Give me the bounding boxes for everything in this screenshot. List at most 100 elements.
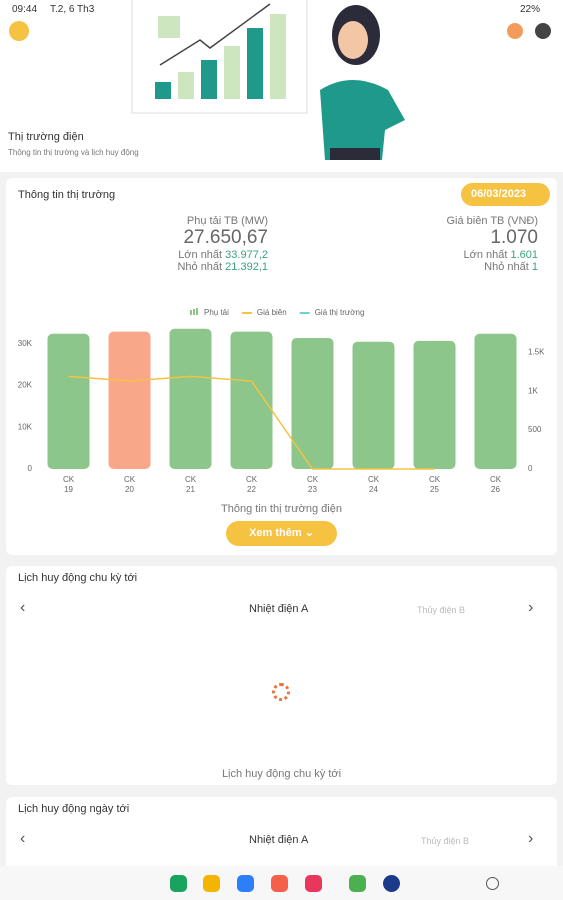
more-button[interactable]: Xem thêm ⌄: [226, 521, 337, 546]
back-button[interactable]: [9, 21, 29, 41]
legend-swatch: [196, 308, 198, 315]
nav-bar: [0, 866, 563, 900]
x-tick-line: 25: [430, 485, 439, 494]
tick-label: 1.5K: [528, 347, 545, 356]
x-tick-line: CK: [429, 475, 441, 484]
avatar[interactable]: [535, 23, 551, 39]
x-tick-line: CK: [124, 475, 136, 484]
tab-active[interactable]: Nhiệt điện A: [249, 603, 309, 615]
x-tick-line: CK: [490, 475, 502, 484]
stat-max-label: Lớn nhất: [463, 249, 508, 261]
legend-label: Phụ tải: [204, 308, 229, 317]
x-tick-line: 19: [64, 485, 73, 494]
status-date: T.2, 6 Th3: [50, 4, 95, 15]
prev-arrow[interactable]: ‹: [20, 599, 26, 616]
deco-bar: [224, 46, 240, 99]
app-icon[interactable]: [383, 875, 400, 892]
deco-bar: [201, 60, 217, 99]
card-title: Lịch huy động chu kỳ tới: [18, 572, 138, 584]
legend-swatch: [190, 310, 192, 315]
x-tick-label: CK 22: [246, 475, 258, 494]
app-icon[interactable]: [170, 875, 187, 892]
x-tick-line: CK: [307, 475, 319, 484]
x-tick-label: CK 21: [185, 475, 197, 494]
x-tick-line: 24: [369, 485, 378, 494]
x-tick-line: CK: [185, 475, 197, 484]
deco-box: [158, 16, 180, 38]
price-stats: Giá biên TB (VNĐ) 1.070 Lớn nhất 1.601 N…: [396, 215, 539, 273]
x-tick-line: CK: [63, 475, 75, 484]
more-text: Xem thêm: [249, 527, 302, 539]
bar: [169, 328, 212, 469]
app-icon[interactable]: [203, 875, 220, 892]
page-subtitle: Thông tin thị trường và lịch huy động: [8, 148, 139, 157]
x-tick-line: CK: [368, 475, 380, 484]
tick-label: 20K: [18, 381, 33, 390]
deco-arrow: [159, 3, 271, 66]
x-tick-label: CK 23: [307, 475, 319, 494]
market-card: Thông tin thị trường 06/03/2023 Phụ tải …: [6, 178, 557, 555]
pants: [330, 148, 380, 160]
stat-min: 1: [531, 261, 538, 273]
legend-label: Giá thị trường: [315, 308, 365, 317]
tab-next[interactable]: Thủy điện B: [417, 605, 466, 615]
tick-label: 1K: [528, 386, 538, 395]
next-arrow[interactable]: ›: [528, 830, 534, 847]
deco-bar: [178, 72, 194, 99]
app-icon[interactable]: [349, 875, 366, 892]
bar: [47, 333, 90, 469]
next-arrow[interactable]: ›: [528, 599, 534, 616]
bar: [230, 331, 273, 469]
stat-max: 33.977,2: [225, 249, 268, 261]
cycle-caption: Lịch huy động chu kỳ tới: [221, 768, 342, 780]
legend-label: Giá biên: [257, 308, 287, 317]
home-button[interactable]: [486, 877, 499, 890]
deco-bar: [155, 82, 171, 99]
stat-label: Giá biên TB (VNĐ): [446, 215, 539, 227]
stat-min: 21.392,1: [225, 261, 268, 273]
x-tick-label: CK 26: [490, 475, 502, 494]
bar: [474, 333, 517, 469]
app-icon[interactable]: [305, 875, 322, 892]
tab-next[interactable]: Thủy điện B: [421, 836, 470, 846]
day-card: Lịch huy động ngày tới ‹ Nhiệt điện A Th…: [6, 797, 557, 877]
x-tick-line: CK: [246, 475, 258, 484]
bar: [413, 340, 456, 469]
load-stats: Phụ tải TB (MW) 27.650,67 Lớn nhất 33.97…: [126, 215, 268, 273]
status-time: 09:44: [12, 4, 38, 15]
bar: [291, 337, 334, 469]
deco-bar: [270, 14, 286, 99]
bar: [108, 331, 151, 469]
x-tick-label: CK 25: [429, 475, 441, 494]
app-icon[interactable]: [237, 875, 254, 892]
tick-label: 10K: [18, 422, 33, 431]
card-title: Lịch huy động ngày tới: [18, 803, 130, 815]
shirt: [320, 80, 405, 160]
stat-value: 1.070: [490, 227, 538, 248]
date-text: 06/03/2023: [471, 188, 527, 200]
stat-label: Phụ tải TB (MW): [186, 215, 268, 227]
spinner: [272, 683, 290, 701]
x-tick-line: 26: [491, 485, 500, 494]
x-tick-label: CK 20: [124, 475, 136, 494]
stat-max: 1.601: [510, 249, 538, 261]
status-battery: 22%: [520, 4, 541, 15]
tick-label: 30K: [18, 339, 33, 348]
x-tick-line: 22: [247, 485, 256, 494]
date-picker[interactable]: 06/03/2023: [461, 183, 550, 206]
tab-active[interactable]: Nhiệt điện A: [249, 834, 309, 846]
bar: [352, 341, 395, 469]
chart-caption: Thông tin thị trường điện: [221, 503, 342, 515]
cycle-card: Lịch huy động chu kỳ tới ‹ Nhiệt điện A …: [6, 566, 557, 785]
x-tick-label: CK 19: [63, 475, 75, 494]
app-icon[interactable]: [271, 875, 288, 892]
card-title: Thông tin thị trường: [18, 189, 116, 201]
face: [338, 21, 368, 59]
x-tick-line: 20: [125, 485, 134, 494]
notify-icon[interactable]: [507, 23, 523, 39]
tick-label: 0: [28, 464, 33, 473]
illustration: [131, 0, 405, 160]
prev-arrow[interactable]: ‹: [20, 830, 26, 847]
